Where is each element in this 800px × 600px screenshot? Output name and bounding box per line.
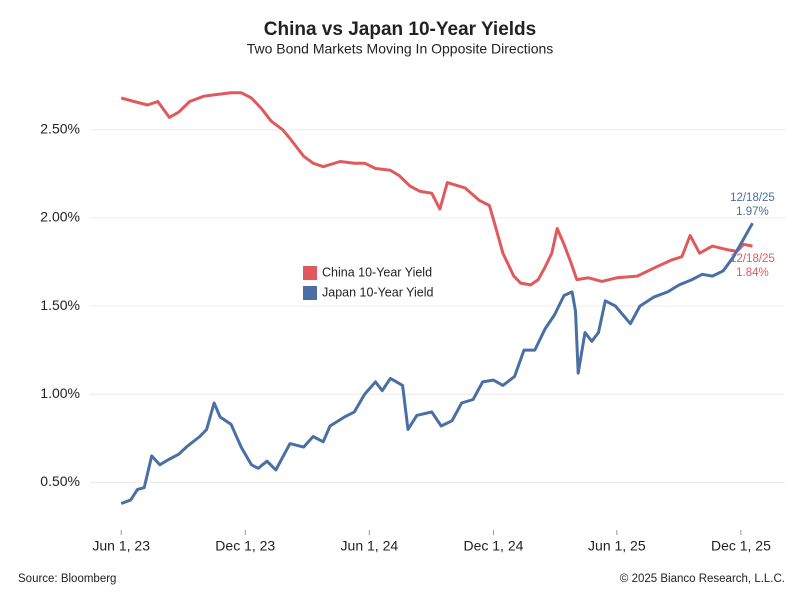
end-value-label: 1.84%: [736, 267, 769, 279]
series-line: [120, 91, 753, 287]
y-tick-label: 0.50%: [40, 473, 80, 489]
end-value-label: 1.97%: [736, 206, 769, 218]
chart-subtitle: Two Bond Markets Moving In Opposite Dire…: [247, 41, 554, 57]
x-tick-label: Jun 1, 25: [588, 538, 646, 554]
end-date-label: 12/18/25: [730, 192, 775, 204]
x-tick-label: Dec 1, 25: [711, 538, 771, 554]
y-tick-label: 1.00%: [40, 385, 80, 401]
y-tick-label: 1.50%: [40, 297, 80, 313]
legend-label: Japan 10-Year Yield: [322, 285, 433, 299]
chart-title: China vs Japan 10-Year Yields: [264, 19, 536, 40]
credit: © 2025 Bianco Research, L.L.C.: [620, 573, 785, 585]
y-tick-label: 2.00%: [40, 209, 80, 225]
x-tick-label: Dec 1, 23: [215, 538, 275, 554]
series-line: [120, 222, 754, 505]
legend-swatch: [303, 266, 317, 280]
x-tick-label: Dec 1, 24: [463, 538, 523, 554]
end-date-label: 12/18/25: [730, 253, 775, 265]
legend-swatch: [303, 286, 317, 300]
source: Source: Bloomberg: [18, 573, 116, 585]
legend-label: China 10-Year Yield: [322, 265, 432, 279]
x-tick-label: Jun 1, 24: [341, 538, 399, 554]
x-tick-label: Jun 1, 23: [92, 538, 150, 554]
y-tick-label: 2.50%: [40, 120, 80, 136]
